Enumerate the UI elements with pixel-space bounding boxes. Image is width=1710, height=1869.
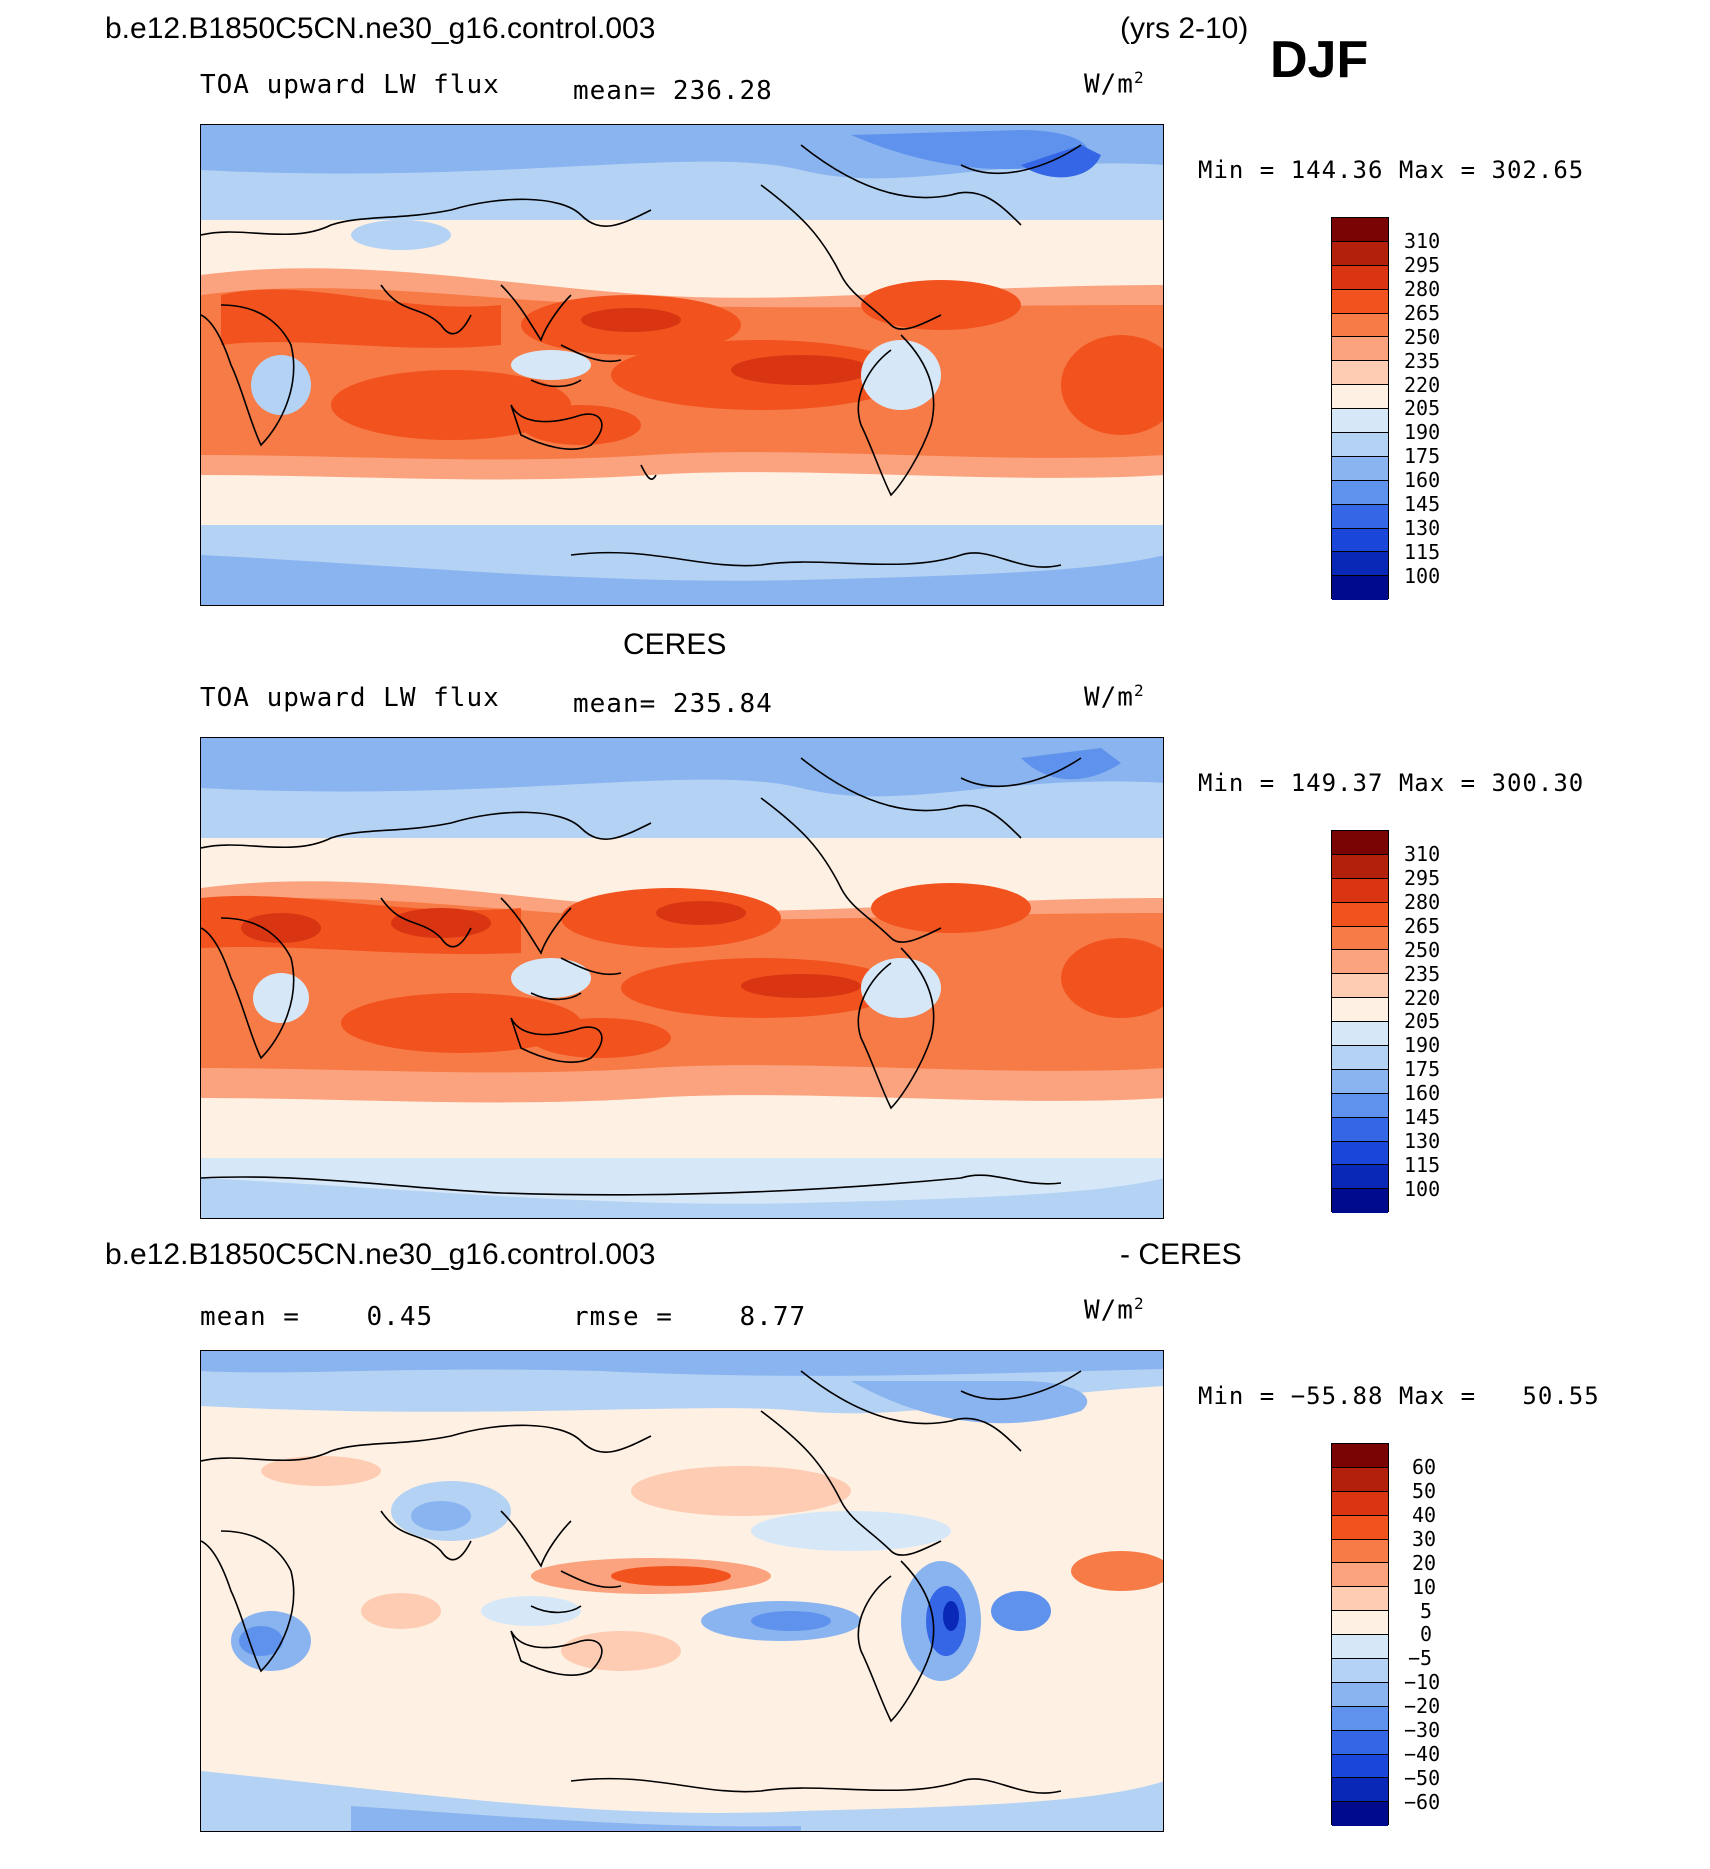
panel1-tick: 265: [1404, 301, 1441, 325]
panel3-tick: 10: [1412, 1575, 1437, 1599]
panel2-tick: 160: [1404, 1081, 1441, 1105]
season-label: DJF: [1270, 31, 1369, 89]
panel3-tick: −60: [1404, 1790, 1441, 1814]
panel2-map-svg: [201, 738, 1163, 1218]
panel3-tick: 40: [1412, 1503, 1437, 1527]
panel2-tick: 130: [1404, 1129, 1441, 1153]
panel3-tick: −50: [1404, 1766, 1441, 1790]
panel3-tick: −40: [1404, 1742, 1441, 1766]
panel1-tick: 160: [1404, 468, 1441, 492]
panel1-tick: 235: [1404, 349, 1441, 373]
panel1-tick: 250: [1404, 325, 1441, 349]
panel1-colorbar: [1331, 217, 1389, 601]
panel2-tick: 115: [1404, 1153, 1441, 1177]
panel3-tick: −30: [1404, 1718, 1441, 1742]
panel2-unit-label: W/m2: [1084, 681, 1145, 713]
panel3-tick: 30: [1412, 1527, 1437, 1551]
panel2-tick: 205: [1404, 1009, 1441, 1033]
panel3-mean-label: mean = 0.45: [200, 1302, 434, 1332]
panel3-tick: 20: [1412, 1551, 1437, 1575]
panel2-tick: 190: [1404, 1033, 1441, 1057]
panel3-colorbar: [1331, 1443, 1389, 1827]
panel3-tick: −10: [1404, 1670, 1441, 1694]
panel2-title: CERES: [623, 628, 727, 661]
panel1-unit-label: W/m2: [1084, 68, 1145, 100]
panel3-tick: −20: [1404, 1694, 1441, 1718]
panel2-tick: 280: [1404, 890, 1441, 914]
panel1-mean-label: mean= 236.28: [573, 76, 773, 106]
panel1-variable-label: TOA upward LW flux: [200, 70, 500, 100]
panel1-map-svg: [201, 125, 1163, 605]
panel3-title-left: b.e12.B1850C5CN.ne30_g16.control.003: [105, 1238, 656, 1271]
panel1-tick: 280: [1404, 277, 1441, 301]
panel1-tick: 130: [1404, 516, 1441, 540]
panel2-minmax-label: Min = 149.37 Max = 300.30: [1198, 769, 1585, 797]
panel1-tick: 295: [1404, 253, 1441, 277]
panel1-tick: 205: [1404, 396, 1441, 420]
case-title: b.e12.B1850C5CN.ne30_g16.control.003: [105, 12, 656, 45]
panel1-tick: 220: [1404, 373, 1441, 397]
panel3-title-right: - CERES: [1120, 1238, 1242, 1271]
panel2-colorbar: [1331, 830, 1389, 1214]
panel1-map: [200, 124, 1164, 606]
panel3-tick: 5: [1420, 1599, 1433, 1623]
panel2-tick: 235: [1404, 962, 1441, 986]
panel3-unit-label: W/m2: [1084, 1294, 1145, 1326]
panel1-tick: 145: [1404, 492, 1441, 516]
panel2-variable-label: TOA upward LW flux: [200, 683, 500, 713]
panel3-map-svg: [201, 1351, 1163, 1831]
panel1-minmax-label: Min = 144.36 Max = 302.65: [1198, 156, 1585, 184]
panel2-tick: 295: [1404, 866, 1441, 890]
panel3-minmax-label: Min = −55.88 Max = 50.55: [1198, 1382, 1600, 1410]
panel1-tick: 310: [1404, 229, 1441, 253]
panel2-tick: 265: [1404, 914, 1441, 938]
panel2-tick: 175: [1404, 1057, 1441, 1081]
panel1-tick: 115: [1404, 540, 1441, 564]
panel3-tick: 50: [1412, 1479, 1437, 1503]
panel1-tick: 100: [1404, 564, 1441, 588]
years-label: (yrs 2-10): [1120, 12, 1249, 45]
panel2-tick: 220: [1404, 986, 1441, 1010]
panel2-tick: 145: [1404, 1105, 1441, 1129]
panel3-tick: −5: [1408, 1646, 1433, 1670]
panel2-map: [200, 737, 1164, 1219]
panel3-tick: 60: [1412, 1455, 1437, 1479]
panel3-tick: 0: [1420, 1622, 1433, 1646]
panel1-tick: 175: [1404, 444, 1441, 468]
panel3-map: [200, 1350, 1164, 1832]
panel1-tick: 190: [1404, 420, 1441, 444]
panel2-tick: 100: [1404, 1177, 1441, 1201]
panel2-mean-label: mean= 235.84: [573, 689, 773, 719]
panel2-tick: 250: [1404, 938, 1441, 962]
panel2-tick: 310: [1404, 842, 1441, 866]
panel3-rmse-label: rmse = 8.77: [573, 1302, 807, 1332]
